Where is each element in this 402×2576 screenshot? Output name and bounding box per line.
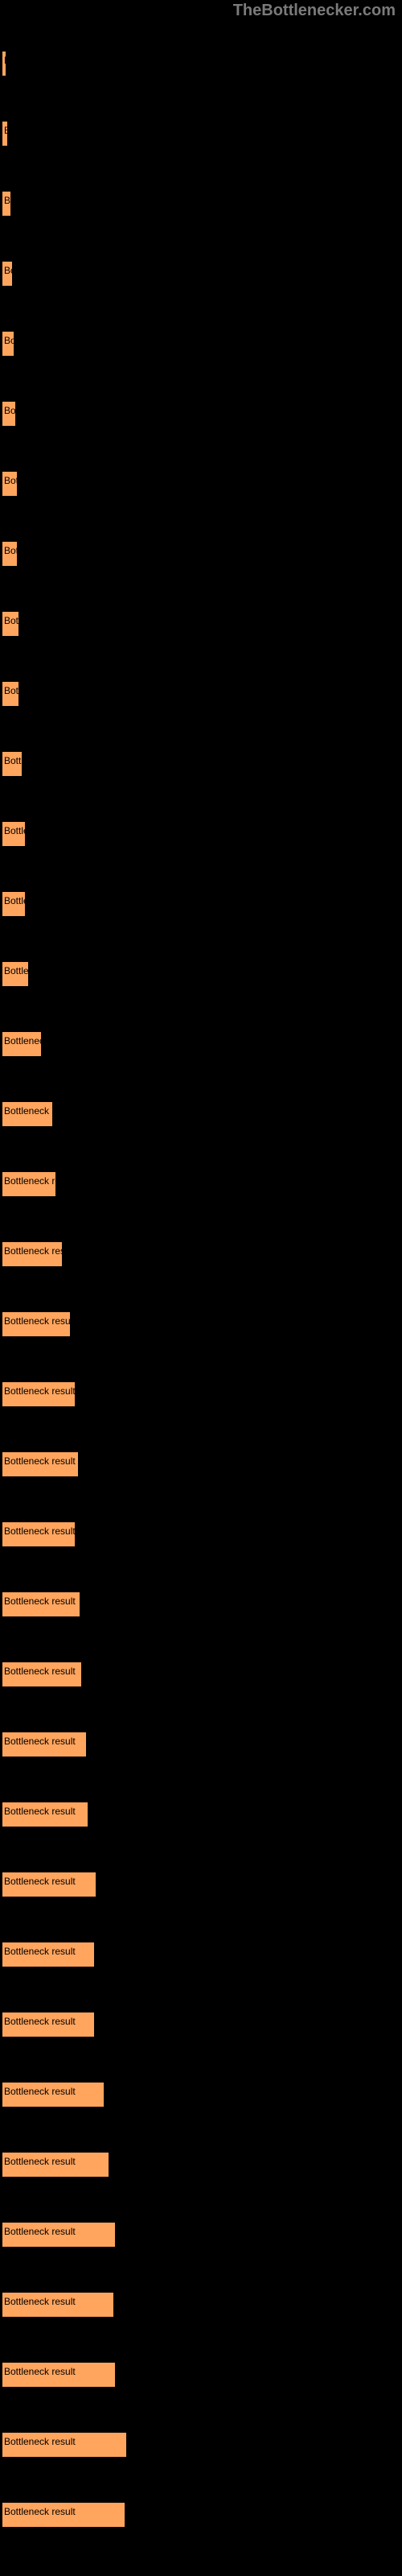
bar-label: Bottleneck result <box>4 2086 76 2097</box>
bar-label: Bottleneck result <box>4 475 18 486</box>
bar-label: Bottleneck result <box>4 265 14 276</box>
bar-row: Bottleneck result <box>2 729 402 799</box>
bar-label: Bottleneck result <box>4 125 9 136</box>
bar-label: Bottleneck result <box>4 1736 76 1747</box>
bar-label: Bottleneck result <box>4 755 23 766</box>
bar-label: Bottleneck result <box>4 2366 76 2377</box>
watermark-text: TheBottlenecker.com <box>233 2 396 20</box>
bar-label: Bottleneck result <box>4 1946 76 1957</box>
bar-label: Bottleneck result <box>4 1245 64 1257</box>
bar-label: Bottleneck result <box>4 2506 76 2517</box>
bar-chart: Bottleneck result Bottleneck result Bottle… <box>0 0 402 2549</box>
bar-row: Bottleneck result <box>2 2269 402 2339</box>
bar-row: Bottleneck result <box>2 378 402 448</box>
bar-label: Bottleneck result <box>4 1525 76 1537</box>
bar-label: Bottleneck result <box>4 335 15 346</box>
bar-row: Bottleneck result <box>2 658 402 729</box>
bar-row: Bottleneck result <box>2 1779 402 1849</box>
bar-label: Bottleneck result <box>4 55 7 66</box>
bar-row: Bottleneck result <box>2 1009 402 1079</box>
bar-row: Bottleneck result <box>2 1849 402 1919</box>
bar-row: Bottleneck result <box>2 2059 402 2129</box>
bar-label: Bottleneck result <box>4 1105 54 1117</box>
bar-label: Bottleneck result <box>4 895 27 906</box>
bar-row: Bottleneck result <box>2 588 402 658</box>
bar-label: Bottleneck result <box>4 195 12 206</box>
bar-label: Bottleneck result <box>4 2296 76 2307</box>
bar-row: Bottleneck result <box>2 238 402 308</box>
bar-label: Bottleneck result <box>4 1035 43 1046</box>
bar-row: Bottleneck result <box>2 1499 402 1569</box>
bar-label: Bottleneck result <box>4 2226 76 2237</box>
bar-label: Bottleneck result <box>4 2016 76 2027</box>
bar-row: Bottleneck result <box>2 2409 402 2479</box>
bar-label: Bottleneck result <box>4 965 30 976</box>
bar-row: Bottleneck result <box>2 1429 402 1499</box>
bar-row: Bottleneck result <box>2 2199 402 2269</box>
bar-row: Bottleneck result <box>2 98 402 168</box>
bar-row: Bottleneck result <box>2 28 402 98</box>
bar-row: Bottleneck result <box>2 869 402 939</box>
bar-label: Bottleneck result <box>4 1596 76 1607</box>
bar-row: Bottleneck result <box>2 308 402 378</box>
bar-row: Bottleneck result <box>2 1989 402 2059</box>
bar-label: Bottleneck result <box>4 615 20 626</box>
bar-row: Bottleneck result <box>2 168 402 238</box>
bar-row: Bottleneck result <box>2 2479 402 2549</box>
bar-row: Bottleneck result <box>2 1289 402 1359</box>
bar-row: Bottleneck result <box>2 1639 402 1709</box>
bar-row: Bottleneck result <box>2 939 402 1009</box>
bar-label: Bottleneck result <box>4 1175 57 1187</box>
bar-label: Bottleneck result <box>4 1455 76 1467</box>
bar-row: Bottleneck result <box>2 1079 402 1149</box>
bar-row: Bottleneck result <box>2 2129 402 2199</box>
bar-label: Bottleneck result <box>4 825 27 836</box>
bar-row: Bottleneck result <box>2 1569 402 1639</box>
bar-row: Bottleneck result <box>2 1149 402 1219</box>
bar-label: Bottleneck result <box>4 2156 76 2167</box>
bar-row: Bottleneck result <box>2 1919 402 1989</box>
bar-row: Bottleneck result <box>2 518 402 588</box>
bar-row: Bottleneck result <box>2 799 402 869</box>
bar-label: Bottleneck result <box>4 545 18 556</box>
bar-label: Bottleneck result <box>4 2436 76 2447</box>
bar-row: Bottleneck result <box>2 1219 402 1289</box>
bar-label: Bottleneck result <box>4 405 17 416</box>
bar-row: Bottleneck result <box>2 2339 402 2409</box>
bar-row: Bottleneck result <box>2 1709 402 1779</box>
bar-row: Bottleneck result <box>2 448 402 518</box>
bar-label: Bottleneck result <box>4 685 20 696</box>
bar-label: Bottleneck result <box>4 1385 76 1397</box>
bar-row: Bottleneck result <box>2 1359 402 1429</box>
bar-label: Bottleneck result <box>4 1315 72 1327</box>
bar-label: Bottleneck result <box>4 1806 76 1817</box>
bar-label: Bottleneck result <box>4 1876 76 1887</box>
bar-label: Bottleneck result <box>4 1666 76 1677</box>
